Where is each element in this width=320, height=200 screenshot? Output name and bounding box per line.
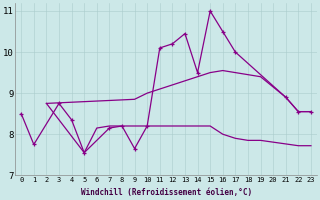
X-axis label: Windchill (Refroidissement éolien,°C): Windchill (Refroidissement éolien,°C)	[81, 188, 252, 197]
